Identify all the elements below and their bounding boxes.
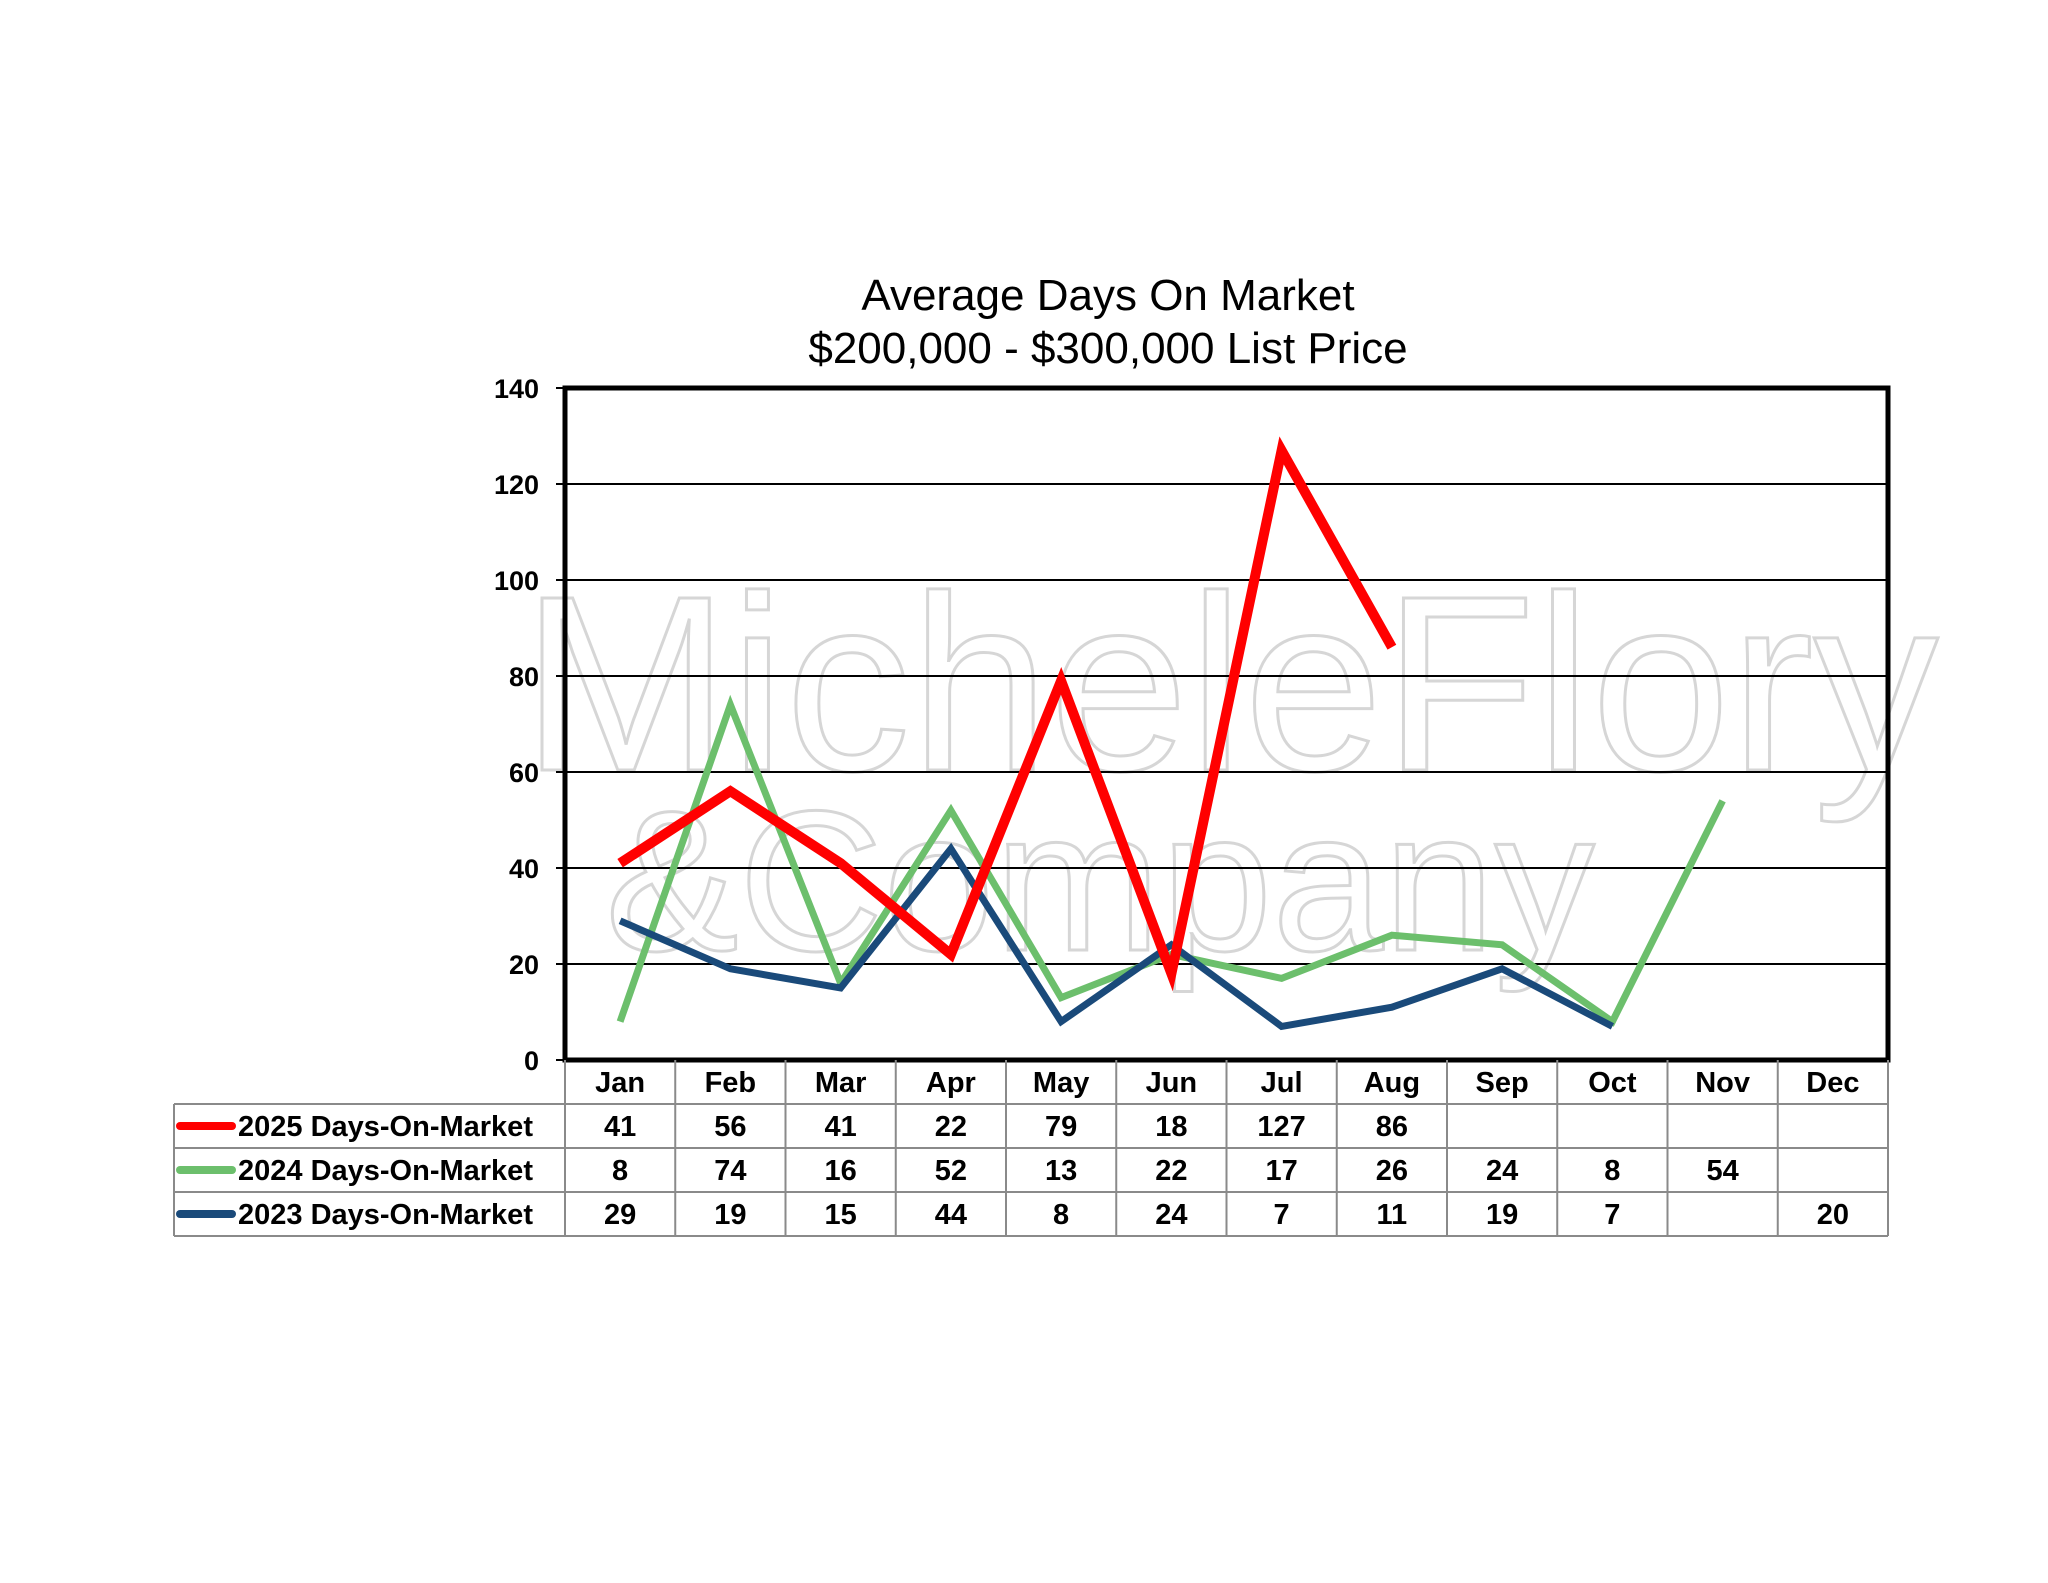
data-value-label: 20 xyxy=(1817,1199,1849,1231)
data-value-label: 74 xyxy=(714,1155,746,1187)
data-value-label: 86 xyxy=(1376,1111,1408,1143)
x-category-label: Apr xyxy=(926,1067,976,1099)
legend-label: 2023 Days-On-Market xyxy=(238,1199,533,1231)
chart-title-group: Average Days On Market $200,000 - $300,0… xyxy=(808,271,1407,373)
x-category-label: Sep xyxy=(1476,1067,1529,1099)
y-tick-label: 40 xyxy=(509,854,539,884)
data-value-label: 22 xyxy=(935,1111,967,1143)
y-axis: 0 20 40 60 80 100 120 140 xyxy=(494,374,565,1076)
watermark: MicheleFlory&Company xyxy=(520,543,1940,995)
legend-label: 2024 Days-On-Market xyxy=(238,1155,533,1187)
data-value-label: 29 xyxy=(604,1199,636,1231)
x-category-label: May xyxy=(1033,1067,1089,1099)
data-table: Jan Feb Mar Apr May Jun Jul Aug Sep Oct Nov Dec 2025… xyxy=(173,1060,1889,1237)
x-category-label: Mar xyxy=(815,1067,867,1099)
y-tick-label: 60 xyxy=(509,758,539,788)
series-line-2025 xyxy=(617,436,1397,992)
chart-title: Average Days On Market xyxy=(861,271,1354,320)
x-category-label: Aug xyxy=(1364,1067,1420,1099)
x-category-label: Jun xyxy=(1146,1067,1198,1099)
data-value-label: 17 xyxy=(1265,1155,1297,1187)
data-value-label: 56 xyxy=(714,1111,746,1143)
data-value-label: 7 xyxy=(1604,1199,1620,1231)
y-tick-label: 0 xyxy=(524,1046,539,1076)
data-value-label: 54 xyxy=(1706,1155,1738,1187)
x-category-label: Oct xyxy=(1588,1067,1637,1099)
x-category-label: Jan xyxy=(595,1067,645,1099)
data-value-label: 41 xyxy=(824,1111,856,1143)
data-value-label: 41 xyxy=(604,1111,636,1143)
data-value-label: 13 xyxy=(1045,1155,1077,1187)
chart-subtitle: $200,000 - $300,000 List Price xyxy=(808,324,1407,373)
legend-label: 2025 Days-On-Market xyxy=(238,1111,533,1143)
data-value-label: 19 xyxy=(714,1199,746,1231)
data-value-label: 127 xyxy=(1257,1111,1305,1143)
data-value-label: 79 xyxy=(1045,1111,1077,1143)
y-tick-label: 140 xyxy=(494,374,539,404)
y-tick-label: 120 xyxy=(494,470,539,500)
data-value-label: 7 xyxy=(1274,1199,1290,1231)
y-tick-label: 80 xyxy=(509,662,539,692)
series-lines xyxy=(616,436,1726,1031)
y-tick-label: 100 xyxy=(494,566,539,596)
data-value-label: 16 xyxy=(824,1155,856,1187)
data-value-label: 44 xyxy=(935,1199,967,1231)
x-category-label: Dec xyxy=(1806,1067,1859,1099)
data-value-label: 19 xyxy=(1486,1199,1518,1231)
data-value-label: 24 xyxy=(1486,1155,1518,1187)
data-value-label: 22 xyxy=(1155,1155,1187,1187)
y-tick-label: 20 xyxy=(509,950,539,980)
x-category-label: Jul xyxy=(1261,1067,1303,1099)
data-value-label: 8 xyxy=(1053,1199,1069,1231)
series-line-2023 xyxy=(618,842,1615,1031)
data-value-label: 52 xyxy=(935,1155,967,1187)
data-value-label: 26 xyxy=(1376,1155,1408,1187)
data-value-label: 24 xyxy=(1155,1199,1187,1231)
x-category-label: Feb xyxy=(705,1067,757,1099)
x-category-label: Nov xyxy=(1695,1067,1750,1099)
data-value-label: 11 xyxy=(1377,1199,1408,1231)
data-value-label: 8 xyxy=(1604,1155,1620,1187)
data-value-label: 18 xyxy=(1155,1111,1187,1143)
data-value-label: 8 xyxy=(612,1155,628,1187)
data-value-label: 15 xyxy=(824,1199,856,1231)
